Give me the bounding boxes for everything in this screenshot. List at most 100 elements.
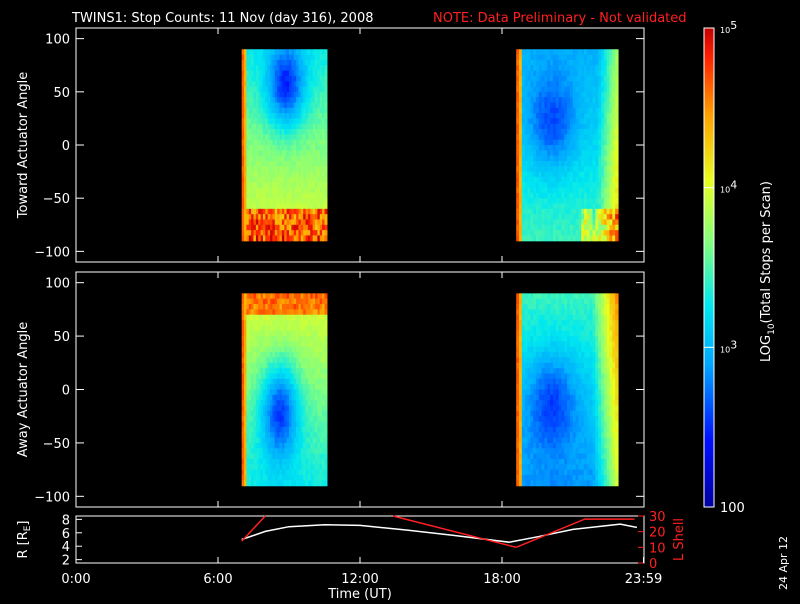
heatmap-cell bbox=[615, 87, 618, 93]
heatmap-cell bbox=[325, 166, 328, 172]
heatmap-cell bbox=[615, 113, 618, 119]
heatmap-cell bbox=[325, 182, 328, 188]
heatmap-cell bbox=[325, 124, 328, 130]
ytick-label: 0 bbox=[62, 139, 70, 154]
heatmap-cell bbox=[325, 92, 328, 98]
heatmap-cell bbox=[325, 97, 328, 103]
heatmap-cell bbox=[325, 145, 328, 151]
heatmap-cell bbox=[325, 188, 328, 194]
heatmap-cell bbox=[325, 113, 328, 119]
heatmap-cell bbox=[615, 145, 618, 151]
heatmap-cell bbox=[325, 395, 328, 401]
heatmap-cell bbox=[615, 219, 618, 225]
heatmap-cell bbox=[325, 475, 328, 481]
heatmap-cell bbox=[615, 204, 618, 210]
ylabel-1: Toward Actuator Angle bbox=[16, 72, 31, 219]
heatmap-cell bbox=[325, 214, 328, 220]
heatmap-cell bbox=[325, 320, 328, 326]
heatmap-cell bbox=[325, 470, 328, 476]
heatmap-cell bbox=[325, 71, 328, 77]
heatmap-cell bbox=[615, 182, 618, 188]
heatmap-cell bbox=[325, 390, 328, 396]
heatmap-cell bbox=[325, 347, 328, 353]
heatmap-cell bbox=[615, 214, 618, 220]
heatmap-cells-2 bbox=[242, 293, 619, 486]
heatmap-cell bbox=[615, 198, 618, 204]
heatmap-cell bbox=[615, 92, 618, 98]
heatmap-cell bbox=[325, 293, 328, 299]
heatmap-cell bbox=[325, 76, 328, 82]
heatmap-cell bbox=[325, 198, 328, 204]
heatmap-cell bbox=[325, 480, 328, 486]
heatmap-cell bbox=[325, 400, 328, 406]
heatmap-cell bbox=[325, 352, 328, 358]
heatmap-cell bbox=[615, 118, 618, 124]
heatmap-cell bbox=[325, 156, 328, 162]
heatmap-cell bbox=[325, 55, 328, 61]
heatmap-cell bbox=[325, 336, 328, 342]
chart-note: NOTE: Data Preliminary - Not validated bbox=[433, 11, 687, 26]
heatmap-cell bbox=[325, 225, 328, 231]
heatmap-cell bbox=[615, 230, 618, 236]
heatmap-cell bbox=[325, 443, 328, 449]
heatmap-cell bbox=[325, 193, 328, 199]
heatmap-cell bbox=[325, 438, 328, 444]
heatmap-cell bbox=[615, 65, 618, 71]
heatmap-cell bbox=[325, 379, 328, 385]
heatmap-cell bbox=[325, 134, 328, 140]
heatmap-cell bbox=[325, 81, 328, 87]
heatmap-cell bbox=[615, 172, 618, 178]
heatmap-cell bbox=[325, 102, 328, 108]
heatmap-cell bbox=[615, 71, 618, 77]
heatmap-cell bbox=[615, 161, 618, 167]
heatmap-cell bbox=[615, 97, 618, 103]
heatmap-cell bbox=[615, 140, 618, 146]
heatmap-cell bbox=[325, 140, 328, 146]
heatmap-cell bbox=[615, 177, 618, 183]
heatmap-cell bbox=[325, 209, 328, 215]
chart-title: TWINS1: Stop Counts: 11 Nov (day 316), 2… bbox=[71, 11, 374, 26]
heatmap-cell bbox=[615, 124, 618, 130]
heatmap-cell bbox=[615, 150, 618, 156]
heatmap-cell bbox=[325, 406, 328, 412]
heatmap-cell bbox=[325, 177, 328, 183]
heatmap-cell bbox=[615, 76, 618, 82]
heatmap-panel-1: 100 50 0 −50 −100 Toward Actuator Angle bbox=[16, 28, 644, 262]
heatmap-cell bbox=[325, 416, 328, 422]
heatmap-cell bbox=[615, 81, 618, 87]
heatmap-cell bbox=[325, 161, 328, 167]
heatmap-cell bbox=[325, 304, 328, 310]
heatmap-cell bbox=[615, 108, 618, 114]
heatmap-cell bbox=[325, 459, 328, 465]
heatmap-cell bbox=[325, 411, 328, 417]
heatmap-cell bbox=[325, 325, 328, 331]
heatmap-cell bbox=[325, 363, 328, 369]
heatmap-cell bbox=[325, 464, 328, 470]
heatmap-cell bbox=[325, 172, 328, 178]
heatmap-cell bbox=[325, 427, 328, 433]
heatmap-cell bbox=[325, 448, 328, 454]
heatmap-cell bbox=[325, 118, 328, 124]
heatmap-cell bbox=[325, 422, 328, 428]
heatmap-cell bbox=[325, 60, 328, 66]
heatmap-cell bbox=[615, 188, 618, 194]
heatmap-cell bbox=[325, 204, 328, 210]
heatmap-cell bbox=[325, 432, 328, 438]
heatmap-cell bbox=[615, 225, 618, 231]
heatmap-cell bbox=[615, 193, 618, 199]
ytick-label: 100 bbox=[45, 33, 70, 48]
heatmap-cell bbox=[325, 219, 328, 225]
heatmap-cells-1 bbox=[242, 49, 619, 241]
ytick-label: −50 bbox=[43, 192, 70, 207]
heatmap-cell bbox=[325, 368, 328, 374]
heatmap-cell bbox=[615, 156, 618, 162]
heatmap-cell bbox=[325, 357, 328, 363]
heatmap-cell bbox=[325, 230, 328, 236]
ytick-label: −100 bbox=[34, 245, 70, 260]
heatmap-cell bbox=[325, 108, 328, 114]
heatmap-cell bbox=[615, 134, 618, 140]
heatmap-cell bbox=[325, 315, 328, 321]
ytick-label: 50 bbox=[53, 86, 70, 101]
heatmap-cell bbox=[615, 235, 618, 241]
